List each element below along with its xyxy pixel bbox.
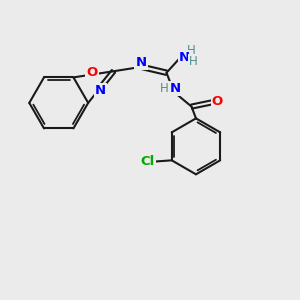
Text: N: N — [94, 84, 106, 97]
Text: H: H — [187, 44, 196, 57]
Text: H: H — [160, 82, 169, 95]
Text: N: N — [135, 56, 146, 69]
Text: N: N — [179, 51, 190, 64]
Text: O: O — [86, 66, 98, 79]
Text: N: N — [169, 82, 181, 95]
Text: O: O — [212, 95, 223, 108]
Text: H: H — [189, 55, 197, 68]
Text: Cl: Cl — [140, 155, 155, 168]
